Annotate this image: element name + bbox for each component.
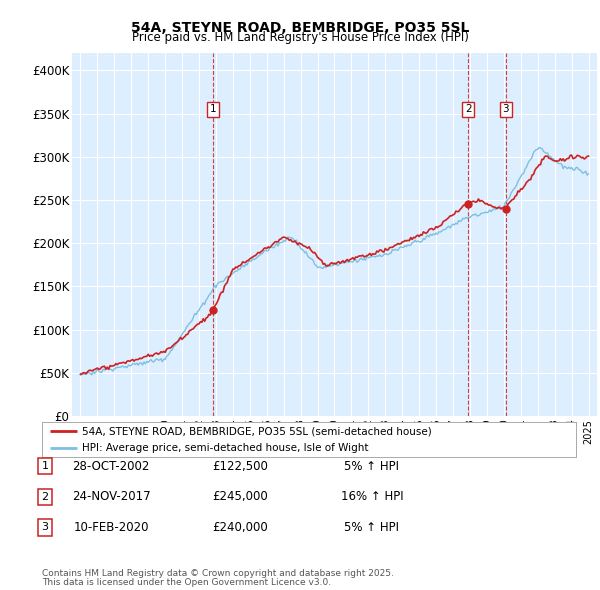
Text: 3: 3 (41, 523, 49, 532)
Text: Price paid vs. HM Land Registry's House Price Index (HPI): Price paid vs. HM Land Registry's House … (131, 31, 469, 44)
Text: Contains HM Land Registry data © Crown copyright and database right 2025.: Contains HM Land Registry data © Crown c… (42, 569, 394, 578)
Text: 54A, STEYNE ROAD, BEMBRIDGE, PO35 5SL: 54A, STEYNE ROAD, BEMBRIDGE, PO35 5SL (131, 21, 469, 35)
Text: 5% ↑ HPI: 5% ↑ HPI (344, 521, 400, 534)
Text: 5% ↑ HPI: 5% ↑ HPI (344, 460, 400, 473)
Text: 24-NOV-2017: 24-NOV-2017 (71, 490, 151, 503)
Text: £240,000: £240,000 (212, 521, 268, 534)
Text: HPI: Average price, semi-detached house, Isle of Wight: HPI: Average price, semi-detached house,… (82, 442, 368, 453)
Text: This data is licensed under the Open Government Licence v3.0.: This data is licensed under the Open Gov… (42, 578, 331, 587)
Text: 1: 1 (210, 104, 217, 114)
Text: 3: 3 (502, 104, 509, 114)
Text: £245,000: £245,000 (212, 490, 268, 503)
Text: 2: 2 (465, 104, 472, 114)
Text: 54A, STEYNE ROAD, BEMBRIDGE, PO35 5SL (semi-detached house): 54A, STEYNE ROAD, BEMBRIDGE, PO35 5SL (s… (82, 427, 432, 437)
Text: 2: 2 (41, 492, 49, 502)
Text: 1: 1 (41, 461, 49, 471)
Text: 16% ↑ HPI: 16% ↑ HPI (341, 490, 403, 503)
Text: £122,500: £122,500 (212, 460, 268, 473)
Text: 10-FEB-2020: 10-FEB-2020 (73, 521, 149, 534)
Text: 28-OCT-2002: 28-OCT-2002 (73, 460, 149, 473)
